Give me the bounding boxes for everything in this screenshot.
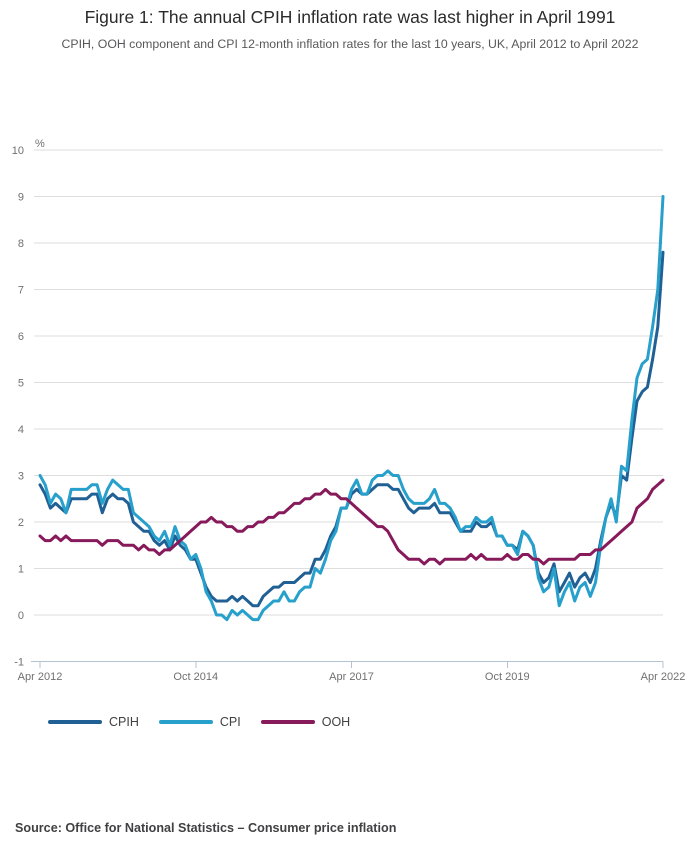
y-axis-tick-label: 2 [18, 517, 24, 529]
cpi-line-swatch [158, 720, 213, 724]
y-axis-tick-label: 6 [18, 331, 24, 343]
legend-label-cpih: CPIH [109, 715, 139, 729]
y-axis-tick-label: 9 [18, 192, 24, 204]
x-axis-tick-label: Apr 2012 [18, 671, 63, 683]
cpi-line [38, 195, 665, 622]
figure-subtitle: CPIH, OOH component and CPI 12-month inf… [61, 37, 639, 51]
cpih-line-swatch [48, 720, 102, 724]
x-axis-tick-label: Apr 2022 [641, 671, 686, 683]
y-axis-tick-label: 10 [12, 145, 24, 157]
ooh-line [38, 478, 665, 566]
legend-item-cpi[interactable]: CPI [158, 715, 241, 729]
figure-title: Figure 1: The annual CPIH inflation rate… [84, 7, 616, 27]
legend-item-ooh[interactable]: OOH [260, 715, 351, 729]
x-axis-tick-label: Oct 2014 [173, 671, 218, 683]
y-axis-tick-label: 7 [18, 285, 24, 297]
legend-label-ooh: OOH [321, 715, 351, 729]
x-axis-tick-label: Apr 2017 [329, 671, 374, 683]
y-axis-tick-label: 5 [18, 378, 24, 390]
y-axis-tick-label: 8 [18, 238, 24, 250]
inflation-line-chart: -1 0 1 2 3 4 5 6 7 8 9 10% Apr 2012 Oct 2014 Apr 2017 O… [12, 138, 686, 683]
legend-label-cpi: CPI [219, 715, 241, 729]
y-axis-tick-label: 1 [18, 564, 24, 576]
chart-legend: CPIH CPI OOH [48, 715, 370, 729]
legend-item-cpih[interactable]: CPIH [48, 715, 139, 729]
y-axis-tick-label: 0 [18, 610, 24, 622]
y-axis-tick-label: 4 [18, 424, 24, 436]
y-axis-tick-label: 3 [18, 471, 24, 483]
y-axis-unit-label: % [35, 138, 45, 150]
x-axis-tick-label: Oct 2019 [485, 671, 530, 683]
y-axis-tick-label: -1 [14, 657, 24, 669]
ooh-line-swatch [260, 720, 315, 724]
source-note: Source: Office for National Statistics –… [15, 821, 397, 835]
